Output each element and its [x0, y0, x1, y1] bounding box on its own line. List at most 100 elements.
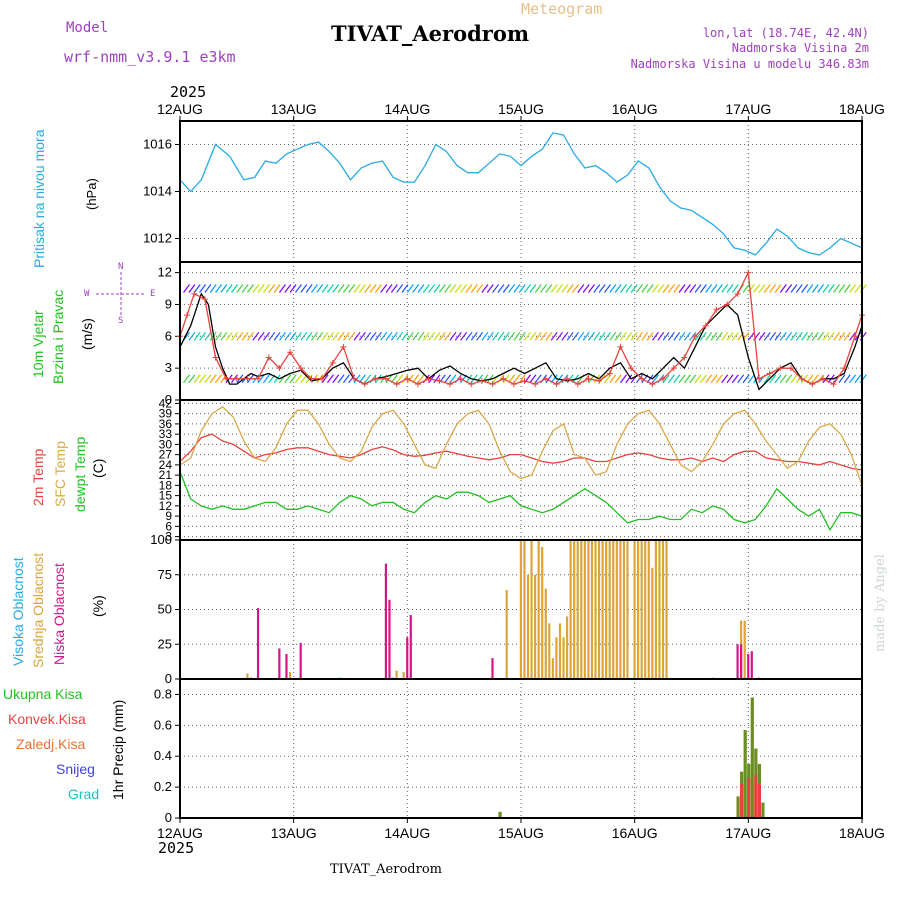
wind-barb: [417, 331, 425, 341]
clouds-bar: [597, 540, 601, 679]
x-date-label-top: 16AUG: [612, 101, 658, 117]
wind-barb: [241, 331, 249, 341]
wind-barb: [641, 284, 649, 293]
precip-total-label: Ukupna Kisa: [3, 686, 83, 702]
gust-marker: [777, 365, 784, 372]
gust-marker: [457, 375, 464, 382]
wind-barb: [572, 284, 579, 293]
wind-barb: [827, 284, 835, 293]
wind-barb: [316, 284, 324, 293]
wind-barb: [801, 331, 809, 341]
wind-barb: [215, 374, 223, 384]
clouds-bar: [288, 672, 292, 679]
gust-marker: [670, 365, 677, 372]
wind-barb: [374, 331, 382, 341]
gust-marker: [201, 296, 208, 303]
wind-barb: [795, 331, 803, 341]
model-elevation-label: Nadmorska Visina u modelu 346.83m: [630, 57, 869, 71]
wind-barb: [513, 284, 521, 293]
clouds-bar: [590, 540, 594, 679]
wind-barb: [406, 284, 414, 293]
gust-marker: [574, 381, 581, 388]
clouds-bar: [395, 670, 398, 679]
wind-barb: [667, 331, 675, 341]
wind-barb: [470, 331, 478, 341]
lonlat-label: lon,lat (18.74E, 42.4N): [702, 26, 869, 40]
clouds-bar: [565, 616, 569, 679]
wind-barb: [358, 284, 366, 293]
precip-bar: [761, 802, 765, 818]
wind-barb: [721, 284, 729, 293]
cloud-low-label: Niska Oblacnost: [51, 563, 67, 665]
wind-barb: [625, 284, 633, 293]
gust-marker: [383, 375, 390, 382]
wind-ytick-label: 6: [165, 328, 172, 343]
precip-conv-label: Konvek.Kisa: [8, 711, 86, 727]
gust-marker: [393, 381, 400, 388]
gust-marker: [713, 306, 720, 313]
wind-barb: [566, 331, 574, 341]
wind-barb: [492, 284, 500, 293]
gust-marker: [745, 269, 752, 276]
wind-barb: [715, 374, 723, 384]
temperature-ytick-label: 39: [159, 407, 173, 421]
wind-barb: [326, 284, 334, 293]
precip-bar: [743, 729, 747, 818]
wind-barb: [721, 331, 729, 341]
wind-barb: [364, 331, 372, 341]
temperature-ytick-label: 12: [159, 499, 173, 513]
wind-barb: [619, 374, 627, 384]
wind-barb: [534, 374, 542, 384]
wind-barb: [188, 284, 196, 293]
wind-barb: [833, 284, 841, 293]
wind-barb: [188, 331, 196, 341]
wind-barb: [785, 284, 793, 293]
clouds-ytick-label: 75: [158, 567, 172, 582]
wind-barb: [689, 374, 697, 384]
wind-barb: [699, 331, 707, 341]
temp-sfc-label: SFC Temp: [52, 441, 68, 507]
gust-marker: [329, 359, 336, 366]
clouds-bar: [640, 540, 643, 679]
gust-marker: [308, 375, 315, 382]
wind-barb: [278, 331, 286, 341]
wind-barb: [268, 284, 276, 293]
wind-barb: [790, 331, 798, 341]
year-bottom: 2025: [158, 839, 195, 857]
wind-barb: [444, 331, 452, 341]
clouds-bar: [505, 590, 508, 679]
wind-barb: [673, 284, 681, 293]
wind-barb: [305, 284, 313, 293]
gust-marker: [596, 377, 603, 384]
gust-marker: [681, 354, 688, 361]
clouds-bar: [573, 540, 576, 679]
gust-marker: [404, 375, 411, 382]
wind-barb: [454, 284, 462, 293]
pressure-ytick-label: 1012: [143, 231, 172, 246]
clouds-bar: [526, 574, 530, 679]
wind-barb: [364, 374, 372, 384]
clouds-ytick-label: 50: [158, 602, 172, 617]
wind-barb: [476, 331, 484, 341]
wind-barb: [588, 331, 595, 341]
gust-marker: [340, 343, 347, 350]
gust-marker: [255, 375, 262, 382]
wind-barb: [731, 284, 739, 293]
clouds-bar: [747, 653, 750, 679]
temperature-ytick-label: 24: [159, 458, 173, 472]
wind-barb: [422, 284, 430, 293]
wind-barb: [795, 284, 803, 293]
wind-barb: [396, 374, 404, 384]
wind-barb: [806, 331, 814, 341]
wind-barb: [705, 374, 713, 384]
wind-barb: [183, 284, 191, 293]
gust-marker: [361, 381, 368, 388]
gust-marker: [468, 381, 475, 388]
wind-barb: [215, 284, 223, 293]
wind-barb: [779, 284, 787, 293]
wind-barb: [646, 331, 654, 341]
gust-marker: [521, 377, 528, 384]
wind-barb: [630, 331, 638, 341]
gust-marker: [287, 349, 294, 356]
wind-barb: [710, 331, 718, 341]
